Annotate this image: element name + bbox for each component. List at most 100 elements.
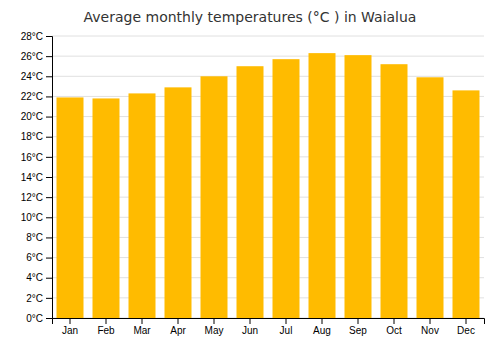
x-tick-mark — [70, 318, 71, 324]
x-tick-mark — [250, 318, 251, 324]
y-tick: 0°C — [26, 313, 52, 324]
bar — [417, 77, 444, 318]
x-tick-mark — [286, 318, 287, 324]
x-tick: Oct — [386, 318, 402, 336]
x-tick: Dec — [457, 318, 475, 336]
y-tick: 14°C — [21, 172, 52, 183]
x-tick-label: Jun — [242, 325, 258, 336]
y-tick-mark — [46, 56, 52, 57]
y-tick-mark — [46, 137, 52, 138]
y-tick-mark — [46, 96, 52, 97]
x-tick-mark — [322, 318, 323, 324]
y-tick-label: 12°C — [21, 192, 43, 203]
y-tick-label: 6°C — [26, 252, 43, 263]
y-tick-label: 14°C — [21, 172, 43, 183]
y-tick: 26°C — [21, 51, 52, 62]
plot-area: 0°C 2°C 4°C 6°C 8°C 10°C 12°C 14°C 16°C 18°C 20°C 2… — [21, 31, 485, 336]
bar — [201, 76, 228, 318]
y-tick-label: 24°C — [21, 71, 43, 82]
x-tick-label: Sep — [349, 325, 367, 336]
x-tick: Aug — [313, 318, 331, 336]
x-tick-label: Jan — [62, 325, 78, 336]
y-tick-label: 18°C — [21, 131, 43, 142]
x-tick: Sep — [349, 318, 367, 336]
x-tick-label: Feb — [97, 325, 115, 336]
bar — [309, 53, 336, 318]
x-tick-label: Apr — [170, 325, 186, 336]
bar — [273, 59, 300, 318]
y-tick-label: 8°C — [26, 232, 43, 243]
y-tick: 10°C — [21, 212, 52, 223]
y-tick-label: 22°C — [21, 91, 43, 102]
bar — [129, 93, 156, 318]
bars — [57, 53, 480, 318]
y-tick: 22°C — [21, 91, 52, 102]
y-tick-label: 16°C — [21, 152, 43, 163]
grid-line — [52, 76, 484, 77]
x-tick: Jun — [242, 318, 258, 336]
y-axis: 0°C 2°C 4°C 6°C 8°C 10°C 12°C 14°C 16°C 18°C 20°C 2… — [21, 31, 53, 324]
x-tick-mark — [178, 318, 179, 324]
bar — [453, 90, 480, 318]
y-tick-label: 28°C — [21, 31, 43, 42]
grid-line — [52, 36, 484, 37]
chart-svg: Average monthly temperatures (°C ) in Wa… — [0, 0, 500, 350]
x-tick-label: Oct — [386, 325, 402, 336]
x-tick: Apr — [170, 318, 186, 336]
grid-line — [52, 56, 484, 57]
y-tick: 16°C — [21, 152, 52, 163]
x-axis: Jan Feb Mar Apr May Jun Jul Aug Sep Oct Nov Dec — [53, 318, 485, 336]
bar — [345, 55, 372, 318]
chart-title: Average monthly temperatures (°C ) in Wa… — [84, 9, 417, 25]
x-tick: May — [205, 318, 224, 336]
y-tick: 24°C — [21, 71, 52, 82]
x-tick-label: May — [205, 325, 224, 336]
y-tick-mark — [46, 258, 52, 259]
x-tick-mark — [142, 318, 143, 324]
bar — [93, 98, 120, 318]
y-tick-label: 0°C — [26, 313, 43, 324]
x-tick: Feb — [97, 318, 115, 336]
y-tick-mark — [46, 117, 52, 118]
y-tick-label: 2°C — [26, 293, 43, 304]
x-tick-label: Dec — [457, 325, 475, 336]
x-tick: Jul — [280, 318, 293, 336]
y-tick-mark — [46, 197, 52, 198]
y-tick: 4°C — [26, 272, 52, 283]
y-tick: 28°C — [21, 31, 52, 42]
y-tick: 6°C — [26, 252, 52, 263]
bar — [57, 97, 84, 318]
y-tick: 20°C — [21, 111, 52, 122]
x-tick-mark — [214, 318, 215, 324]
y-tick: 2°C — [26, 293, 52, 304]
x-tick-label: Aug — [313, 325, 331, 336]
x-tick-mark — [466, 318, 467, 324]
x-axis-line — [53, 319, 485, 325]
x-tick: Mar — [133, 318, 151, 336]
x-tick-mark — [106, 318, 107, 324]
bar — [237, 66, 264, 318]
y-tick-mark — [46, 278, 52, 279]
x-tick-label: Mar — [133, 325, 151, 336]
x-tick-mark — [394, 318, 395, 324]
y-tick-mark — [46, 217, 52, 218]
x-tick-label: Nov — [421, 325, 439, 336]
y-tick-mark — [46, 298, 52, 299]
chart-container: Average monthly temperatures (°C ) in Wa… — [0, 0, 500, 350]
y-tick-mark — [46, 157, 52, 158]
y-axis-line — [46, 37, 53, 319]
x-tick-mark — [358, 318, 359, 324]
y-tick-mark — [46, 237, 52, 238]
y-tick-label: 10°C — [21, 212, 43, 223]
y-tick: 18°C — [21, 131, 52, 142]
y-tick-label: 20°C — [21, 111, 43, 122]
y-tick-mark — [46, 76, 52, 77]
x-tick: Jan — [62, 318, 78, 336]
y-tick-label: 26°C — [21, 51, 43, 62]
x-tick-label: Jul — [280, 325, 293, 336]
x-tick-mark — [430, 318, 431, 324]
bar — [165, 87, 192, 318]
y-tick-mark — [46, 318, 52, 319]
y-tick: 8°C — [26, 232, 52, 243]
y-tick-label: 4°C — [26, 272, 43, 283]
